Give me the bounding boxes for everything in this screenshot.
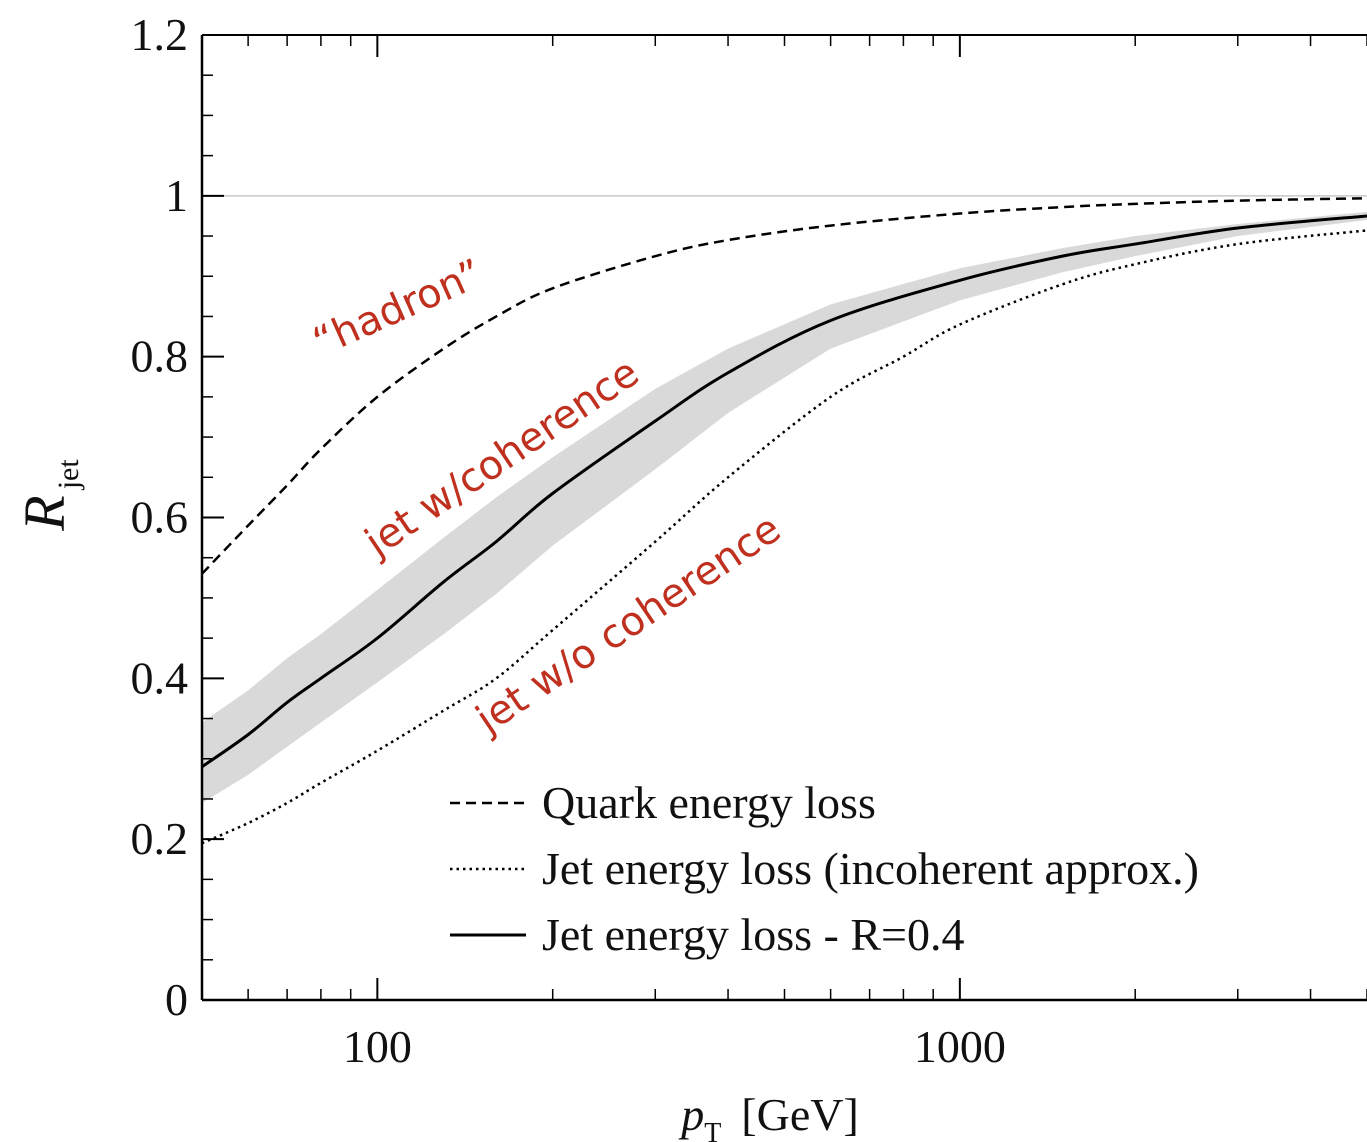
uncertainty-band-layer (202, 211, 1367, 803)
legend-label: Jet energy loss (incoherent approx.) (542, 843, 1199, 894)
legend-label: Jet energy loss - R=0.4 (542, 909, 964, 960)
x-tick-label: 100 (343, 1021, 412, 1072)
uncertainty-band-2 (202, 211, 1367, 803)
y-tick-label: 0.2 (131, 813, 189, 864)
y-axis-sub: jet (52, 459, 85, 491)
axis-tick-labels: 100 1000 0 0.2 0.4 0.6 0.8 1 1.2 (131, 9, 1006, 1072)
annotation-label: “hadron” (306, 251, 489, 366)
y-tick-label: 1 (165, 170, 188, 221)
y-tick-label: 0 (165, 974, 188, 1025)
axis-titles: pT [GeV] Rjet (12, 459, 859, 1142)
series-line-2 (201, 214, 1367, 769)
y-axis-title: Rjet (12, 459, 85, 532)
axis-ticks (201, 34, 1367, 1001)
y-tick-label: 0.4 (131, 652, 189, 703)
x-axis-title: pT [GeV] (678, 1089, 859, 1142)
x-axis-var: p (678, 1089, 704, 1140)
legend: Quark energy loss Jet energy loss (incohe… (450, 777, 1199, 960)
series-layer (201, 197, 1367, 845)
y-axis-var: R (12, 495, 77, 531)
y-tick-label: 0.6 (131, 492, 189, 543)
x-axis-sub: T (704, 1118, 721, 1142)
legend-label: Quark energy loss (542, 777, 876, 828)
y-tick-label: 1.2 (131, 9, 189, 60)
x-tick-label: 1000 (914, 1021, 1006, 1072)
x-axis-unit: [GeV] (741, 1089, 859, 1140)
series-line-0 (201, 197, 1367, 575)
y-tick-label: 0.8 (131, 331, 189, 382)
